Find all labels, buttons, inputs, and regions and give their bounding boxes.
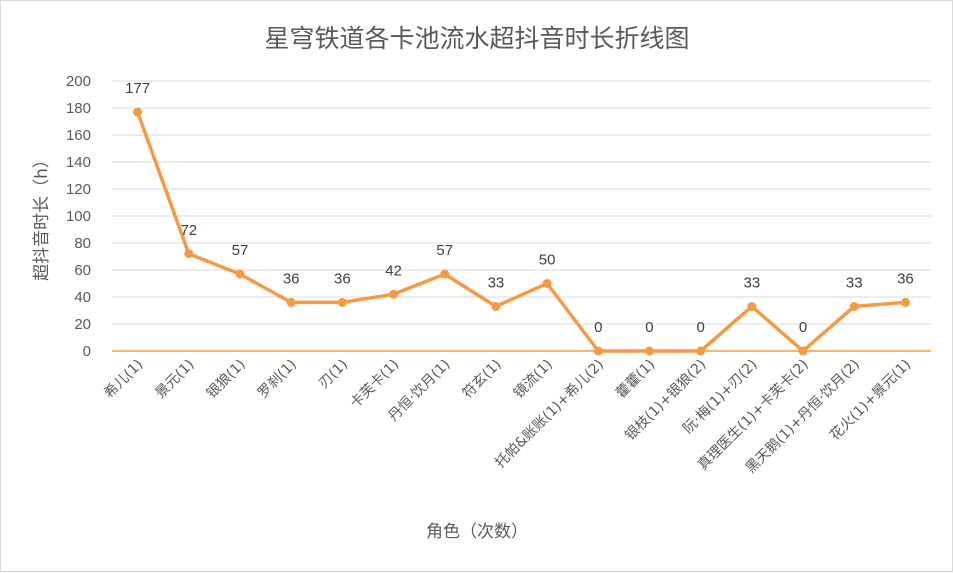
x-tick-label: 刃(1) <box>316 357 351 392</box>
series-layer <box>133 107 910 356</box>
data-point <box>337 297 347 307</box>
x-tick-label: 罗刹(1) <box>255 357 300 402</box>
y-tick-label: 160 <box>66 127 91 144</box>
gridlines <box>112 80 931 352</box>
data-point <box>900 297 910 307</box>
data-point <box>389 289 399 299</box>
x-axis-category-labels: 希儿(1) 景元(1) 银狼(1) 罗刹(1) 刃(1)卡芙卡(1)丹恒·饮月(1) 符玄… <box>101 356 914 477</box>
data-point <box>747 301 757 311</box>
data-point <box>184 249 194 259</box>
series-line <box>135 110 908 353</box>
y-tick-label: 20 <box>74 316 91 333</box>
y-tick-label: 120 <box>66 181 91 198</box>
data-label: 42 <box>385 262 402 279</box>
x-tick-label: 镜流(1) <box>511 357 556 402</box>
y-axis-tick-labels: 0 20 40 60 80 100 120 140 160 180 200 <box>66 73 91 360</box>
y-tick-label: 180 <box>66 100 91 117</box>
data-label: 57 <box>436 242 453 259</box>
y-tick-label: 40 <box>74 289 91 306</box>
data-label: 36 <box>283 270 300 287</box>
y-tick-label: 100 <box>66 208 91 225</box>
chart-title: 星穹铁道各卡池流水超抖音时长折线图 <box>264 24 689 53</box>
data-label: 177 <box>125 80 150 97</box>
data-label: 50 <box>539 252 556 269</box>
x-tick-label: 卡芙卡(1) <box>347 356 403 412</box>
data-point <box>849 301 859 311</box>
data-point <box>542 279 552 288</box>
data-label: 72 <box>180 222 197 239</box>
y-tick-label: 60 <box>74 262 91 279</box>
x-axis-title: 角色（次数） <box>426 522 528 542</box>
data-label: 33 <box>744 274 761 291</box>
x-tick-label: 希儿(1) <box>101 357 146 402</box>
data-label: 33 <box>846 274 863 291</box>
data-label: 36 <box>334 270 351 287</box>
x-tick-label: 藿藿(1) <box>613 357 658 402</box>
data-point <box>644 346 654 356</box>
data-point <box>593 346 603 356</box>
data-label: 0 <box>594 319 602 336</box>
data-point <box>696 346 706 356</box>
data-label: 33 <box>488 274 505 291</box>
x-tick-label: 景元(1) <box>152 357 197 402</box>
y-tick-label: 0 <box>83 343 91 360</box>
data-label: 0 <box>696 319 704 336</box>
x-tick-label: 银狼(1) <box>204 357 249 402</box>
y-axis-title: 超抖音时长（h） <box>32 151 52 281</box>
data-point <box>133 107 143 117</box>
data-point <box>235 269 245 279</box>
data-label: 0 <box>799 319 807 336</box>
data-point <box>440 269 450 279</box>
data-labels: 177 72 57 36 36 42 57 33 50 0 0 0 33 0 33 36 <box>125 80 914 336</box>
data-label: 0 <box>645 319 653 336</box>
data-label: 57 <box>232 242 249 259</box>
data-point <box>491 301 501 311</box>
y-tick-label: 140 <box>66 154 91 171</box>
y-tick-label: 200 <box>66 73 91 90</box>
data-point <box>286 297 296 307</box>
data-point <box>798 346 808 356</box>
y-tick-label: 80 <box>74 235 91 252</box>
data-label: 36 <box>897 270 914 287</box>
x-tick-label: 符玄(1) <box>459 356 505 402</box>
